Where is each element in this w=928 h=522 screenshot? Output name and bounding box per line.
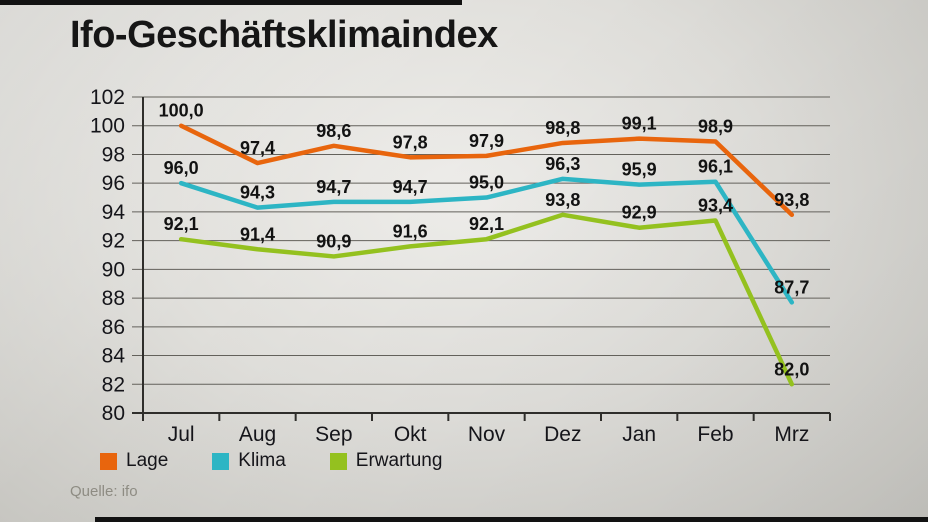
- data-label: 92,9: [622, 203, 657, 223]
- y-tick-label: 88: [102, 287, 125, 310]
- legend-swatch-icon: [212, 452, 230, 470]
- x-tick-label: Jul: [168, 423, 195, 446]
- data-label: 97,9: [469, 131, 504, 151]
- data-label: 93,8: [774, 190, 809, 210]
- y-tick-label: 82: [102, 373, 125, 396]
- legend: Lage Klima Erwartung: [100, 450, 442, 472]
- line-chart: 80 82 84 86 88 90 92 94 96 98 100 102 Jul Aug Sep Okt No…: [90, 86, 831, 446]
- x-tick-label: Dez: [544, 423, 581, 446]
- x-tick-label: Aug: [239, 423, 276, 446]
- x-tick-label: Sep: [315, 423, 352, 446]
- x-tick-label: Nov: [468, 423, 506, 446]
- y-tick-label: 96: [102, 172, 125, 195]
- data-label: 94,3: [240, 183, 275, 203]
- y-tick-label: 80: [102, 402, 125, 425]
- data-label: 82,0: [774, 359, 809, 379]
- data-label: 96,0: [164, 158, 199, 178]
- data-label: 96,1: [698, 157, 733, 177]
- data-label: 92,1: [164, 214, 199, 234]
- data-label: 99,1: [622, 114, 657, 134]
- legend-item: Erwartung: [329, 450, 443, 472]
- legend-label: Lage: [126, 450, 169, 471]
- series-line: [178, 123, 795, 218]
- data-label: 98,6: [316, 121, 351, 141]
- data-label: 91,4: [240, 224, 275, 244]
- source-note: Quelle: ifo: [70, 483, 138, 500]
- data-label: 100,0: [159, 101, 204, 121]
- legend-swatch-icon: [329, 452, 347, 470]
- y-tick-label: 102: [90, 86, 125, 109]
- y-tick-label: 94: [102, 201, 126, 224]
- data-label: 87,7: [774, 277, 809, 297]
- top-accent-bar: [0, 0, 462, 5]
- x-axis-labels: Jul Aug Sep Okt Nov Dez Jan Feb Mrz: [168, 423, 810, 446]
- x-tick-label: Feb: [697, 423, 733, 446]
- grid-and-yaxis: 80 82 84 86 88 90 92 94 96 98 100 102: [90, 86, 830, 425]
- data-label: 95,9: [622, 160, 657, 180]
- data-label: 98,8: [545, 118, 580, 138]
- chart-title: Ifo-Geschäftsklimaindex: [70, 14, 498, 56]
- x-tick-label: Mrz: [774, 423, 809, 446]
- y-tick-label: 90: [102, 258, 125, 281]
- data-label: 96,3: [545, 154, 580, 174]
- bottom-accent-bar: [95, 517, 928, 522]
- y-tick-label: 84: [102, 345, 126, 368]
- data-label: 91,6: [393, 221, 428, 241]
- data-label: 97,4: [240, 138, 275, 158]
- legend-swatch-icon: [100, 452, 117, 470]
- legend-label: Klima: [238, 450, 286, 471]
- series-line: [178, 176, 795, 305]
- data-label: 94,7: [316, 177, 351, 197]
- data-label: 92,1: [469, 214, 504, 234]
- data-label: 97,8: [393, 132, 428, 152]
- axes: [132, 97, 831, 421]
- y-tick-label: 86: [102, 316, 125, 339]
- data-label: 94,7: [393, 177, 428, 197]
- legend-item: Lage: [100, 450, 168, 472]
- data-label: 90,9: [316, 231, 351, 251]
- series-line: [178, 212, 795, 387]
- series-erwartung: 92,1 91,4 90,9 91,6 92,1 93,8 92,9 93,4 82,0: [164, 190, 809, 387]
- y-tick-label: 100: [90, 115, 125, 138]
- data-label: 95,0: [469, 173, 504, 193]
- data-label: 93,8: [545, 190, 580, 210]
- data-label: 93,4: [698, 196, 733, 216]
- y-tick-label: 98: [102, 143, 125, 166]
- series-lage: 100,0 97,4 98,6 97,8 97,9 98,8 99,1 98,9 93,8: [159, 101, 809, 218]
- x-tick-label: Okt: [394, 423, 427, 446]
- legend-label: Erwartung: [355, 450, 443, 471]
- legend-item: Klima: [212, 450, 286, 472]
- series-klima: 96,0 94,3 94,7 94,7 95,0 96,3 95,9 96,1 87,7: [164, 154, 809, 305]
- data-label: 98,9: [698, 117, 733, 137]
- y-tick-label: 92: [102, 230, 125, 253]
- x-tick-label: Jan: [622, 423, 656, 446]
